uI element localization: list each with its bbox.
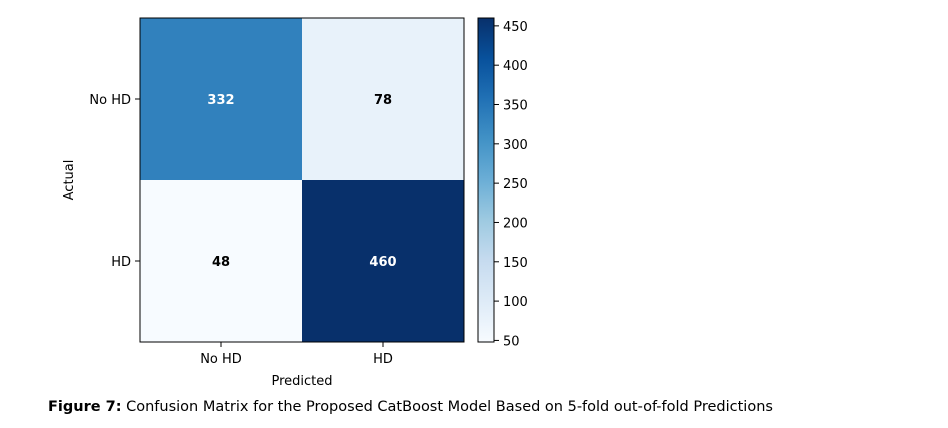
colorbar-tick-label: 400	[503, 59, 528, 74]
x-axis: No HD HD	[200, 342, 393, 367]
figure-caption: Figure 7: Confusion Matrix for the Propo…	[48, 399, 773, 415]
x-axis-label: Predicted	[271, 374, 332, 389]
y-axis: No HD HD	[89, 93, 140, 270]
cell-value-label: 78	[374, 93, 392, 108]
plot-frame	[139, 17, 465, 343]
colorbar	[477, 17, 495, 343]
y-tick-label: HD	[111, 255, 131, 270]
cell-value-label: 332	[207, 93, 234, 108]
colorbar-tick-label: 300	[503, 138, 528, 153]
y-axis-label: Actual	[62, 160, 77, 201]
cell-value-label: 460	[369, 255, 396, 270]
heatmap-cell	[140, 18, 302, 180]
heatmap-cell	[140, 180, 302, 342]
heatmap-cells: 332 78 48 460	[140, 18, 464, 342]
heatmap-cell	[302, 180, 464, 342]
colorbar-ticks: 50 100 150 200 250 300 350 400 450	[494, 20, 528, 349]
heatmap-cell	[302, 18, 464, 180]
colorbar-tick-label: 450	[503, 20, 528, 35]
figure-caption-label: Figure 7:	[48, 399, 122, 415]
x-tick-label: HD	[373, 352, 393, 367]
colorbar-tick-label: 200	[503, 216, 528, 231]
y-tick-label: No HD	[89, 93, 131, 108]
colorbar-tick-label: 100	[503, 295, 528, 310]
colorbar-tick-label: 250	[503, 177, 528, 192]
x-tick-label: No HD	[200, 352, 242, 367]
cell-value-label: 48	[212, 255, 230, 270]
colorbar-tick-label: 50	[503, 334, 520, 349]
colorbar-tick-label: 350	[503, 99, 528, 114]
figure-caption-text: Confusion Matrix for the Proposed CatBoo…	[121, 399, 773, 415]
colorbar-tick-label: 150	[503, 256, 528, 271]
